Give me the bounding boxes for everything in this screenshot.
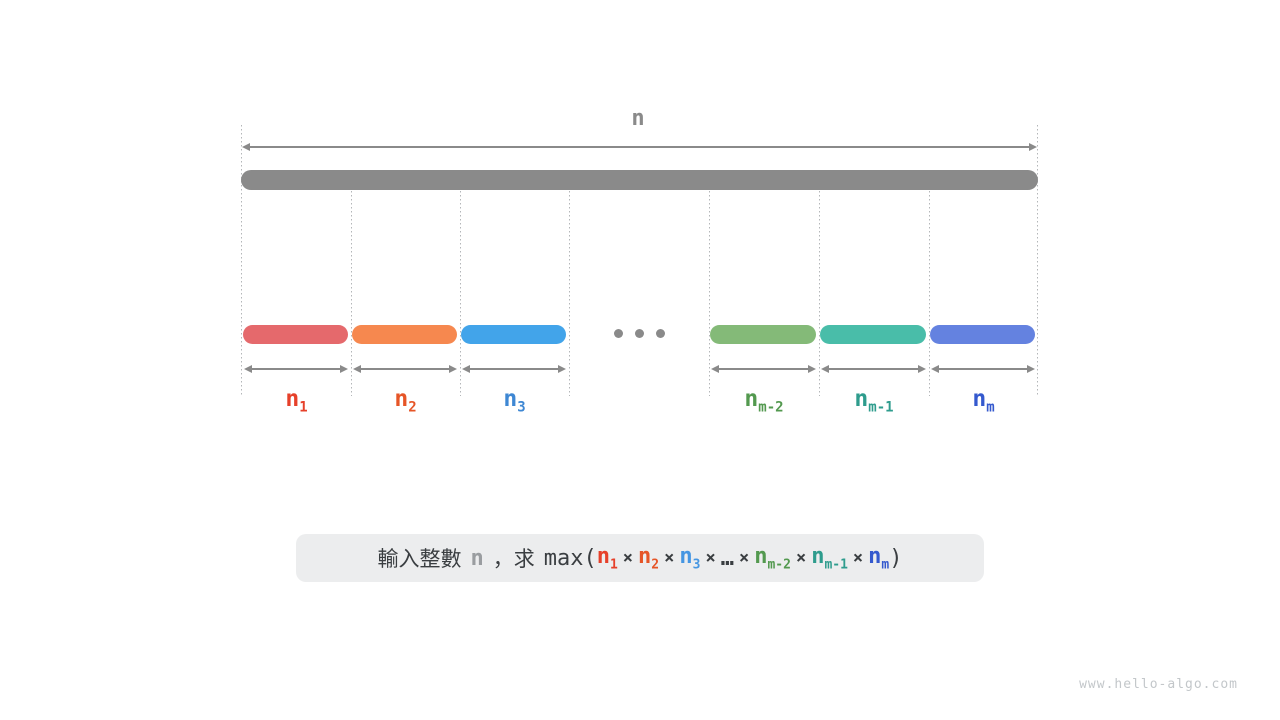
arrow-line — [466, 368, 562, 370]
segment-span-arrow — [711, 365, 816, 374]
arrow-line — [248, 368, 344, 370]
arrow-line — [357, 368, 453, 370]
segment-span-arrow — [462, 365, 566, 374]
segment-label-subscript: 2 — [408, 399, 417, 416]
dotted-guide-line — [1037, 125, 1038, 396]
segment-label: n1 — [285, 386, 308, 416]
segment-bar — [820, 325, 926, 344]
formula-term-subscript: m — [881, 557, 890, 573]
formula-times-operator: × — [738, 548, 750, 568]
formula-term: … — [720, 545, 734, 571]
arrow-head-left — [244, 365, 252, 373]
formula-term: nm — [868, 544, 890, 573]
dotted-guide-line — [709, 191, 710, 396]
arrow-head-right — [918, 365, 926, 373]
segment-label-subscript: 1 — [299, 399, 308, 416]
arrow-head-right — [1027, 365, 1035, 373]
formula-times-operator: × — [664, 548, 675, 568]
segment-label-subscript: m — [986, 399, 995, 416]
arrow-head-right — [340, 365, 348, 373]
formula-term: n2 — [638, 544, 660, 573]
dotted-guide-line — [460, 191, 461, 396]
formula-term-subscript: 2 — [651, 557, 660, 573]
dotted-guide-line — [241, 125, 242, 396]
arrow-head-left — [821, 365, 829, 373]
arrow-head-left — [462, 365, 470, 373]
arrow-head-right — [1029, 143, 1037, 151]
segment-label: n2 — [394, 386, 417, 416]
total-length-label: n — [631, 106, 645, 131]
arrow-head-right — [449, 365, 457, 373]
arrow-head-right — [558, 365, 566, 373]
segment-label-subscript: 3 — [517, 399, 526, 416]
formula-times-operator: × — [795, 548, 807, 568]
arrow-line — [715, 368, 812, 370]
formula-term-subscript: m-1 — [824, 557, 848, 573]
formula-prompt-text: 輸入整數 — [377, 548, 462, 571]
arrow-head-left — [242, 143, 250, 151]
arrow-head-left — [353, 365, 361, 373]
watermark: www.hello-algo.com — [1079, 677, 1238, 692]
formula-max-open: max( — [543, 545, 597, 571]
formula-term: nm-2 — [754, 544, 791, 573]
formula-comma-text: ，求 — [492, 548, 535, 571]
formula-times-operator: × — [852, 548, 864, 568]
total-span-arrow — [242, 143, 1037, 152]
formula-term: n1 — [596, 544, 618, 573]
ellipsis-dot — [634, 328, 644, 338]
arrow-head-right — [808, 365, 816, 373]
formula-paren-close: ) — [889, 545, 903, 571]
segment-label-subscript: m-2 — [758, 399, 784, 416]
segment-span-arrow — [821, 365, 926, 374]
arrow-head-left — [711, 365, 719, 373]
dotted-guide-line — [819, 191, 820, 396]
formula-term-subscript: 1 — [609, 557, 618, 573]
segment-bar — [930, 325, 1035, 344]
formula-term-subscript: 3 — [692, 557, 701, 573]
formula-box: 輸入整數 n ，求 max(n1 × n2 × n3 ×… × nm-2 × nm-1 × nm) — [296, 534, 984, 582]
segment-span-arrow — [353, 365, 457, 374]
formula-term-subscript: m-2 — [767, 557, 791, 573]
formula-term: nm-1 — [811, 544, 848, 573]
segment-bar — [461, 325, 566, 344]
arrow-line — [825, 368, 922, 370]
ellipsis-dot — [613, 328, 623, 338]
arrow-line — [246, 146, 1033, 148]
segment-label-subscript: m-1 — [868, 399, 894, 416]
ellipsis-dot — [655, 328, 665, 338]
formula-times-operator: × — [705, 548, 716, 568]
total-bar — [241, 170, 1038, 190]
segment-label: nm-2 — [744, 386, 784, 416]
formula-n-variable: n — [470, 545, 484, 571]
dotted-guide-line — [569, 191, 570, 396]
dotted-guide-line — [929, 191, 930, 396]
segment-label: nm — [972, 386, 995, 416]
segment-bar — [243, 325, 348, 344]
arrow-line — [935, 368, 1031, 370]
segment-bar — [352, 325, 457, 344]
segment-bar — [710, 325, 816, 344]
formula-times-operator: × — [622, 548, 634, 568]
segment-span-arrow — [244, 365, 348, 374]
formula-term: n3 — [679, 544, 701, 573]
arrow-head-left — [931, 365, 939, 373]
segment-span-arrow — [931, 365, 1035, 374]
segment-label: nm-1 — [854, 386, 894, 416]
segment-label: n3 — [503, 386, 526, 416]
dotted-guide-line — [351, 191, 352, 396]
